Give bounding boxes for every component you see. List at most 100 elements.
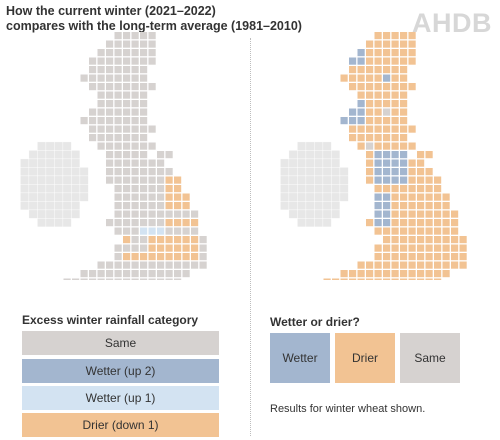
grid-square xyxy=(140,278,148,280)
grid-square xyxy=(191,253,199,261)
ireland-landmass xyxy=(314,141,324,151)
grid-square xyxy=(357,49,365,57)
grid-square xyxy=(400,278,408,280)
grid-square xyxy=(140,32,148,40)
grid-square xyxy=(140,185,148,193)
grid-square xyxy=(400,202,408,210)
grid-square xyxy=(148,168,156,176)
grid-square xyxy=(131,253,139,261)
grid-square xyxy=(123,193,131,201)
grid-square xyxy=(182,236,190,244)
grid-square xyxy=(131,278,139,280)
grid-square xyxy=(391,253,399,261)
grid-square xyxy=(340,74,348,82)
grid-square xyxy=(417,244,425,252)
grid-square xyxy=(391,168,399,176)
grid-square xyxy=(106,100,114,108)
grid-square xyxy=(374,100,382,108)
ireland-landmass xyxy=(45,141,55,151)
grid-square xyxy=(408,176,416,184)
grid-square xyxy=(357,66,365,74)
grid-square xyxy=(97,261,105,269)
grid-square xyxy=(400,100,408,108)
grid-square xyxy=(97,83,105,91)
legend-wetter-up-1: Wetter (up 1) xyxy=(22,386,219,410)
grid-square xyxy=(408,244,416,252)
grid-square xyxy=(131,159,139,167)
grid-square xyxy=(140,91,148,99)
grid-square xyxy=(408,278,416,280)
grid-square xyxy=(114,159,122,167)
grid-square xyxy=(97,100,105,108)
grid-square xyxy=(140,227,148,235)
grid-square xyxy=(165,253,173,261)
grid-square xyxy=(148,219,156,227)
ireland-landmass xyxy=(305,141,315,151)
ireland-landmass xyxy=(54,150,64,160)
grid-square xyxy=(383,278,391,280)
grid-square xyxy=(89,83,97,91)
grid-square xyxy=(131,83,139,91)
grid-square xyxy=(383,193,391,201)
ireland-landmass xyxy=(297,141,307,151)
grid-square xyxy=(140,244,148,252)
grid-square xyxy=(374,176,382,184)
grid-square xyxy=(442,210,450,218)
grid-square xyxy=(417,219,425,227)
grid-square xyxy=(383,219,391,227)
ireland-landmass xyxy=(305,150,315,160)
grid-square xyxy=(366,91,374,99)
grid-square xyxy=(114,142,122,150)
grid-square xyxy=(417,278,425,280)
ireland-landmass xyxy=(280,158,290,168)
grid-square xyxy=(131,210,139,218)
grid-square xyxy=(148,261,156,269)
grid-square xyxy=(114,91,122,99)
title-line-2: compares with the long-term average (198… xyxy=(6,19,302,33)
grid-square xyxy=(123,142,131,150)
grid-square xyxy=(425,219,433,227)
ireland-landmass xyxy=(322,201,332,211)
ireland-landmass xyxy=(37,218,47,228)
grid-square xyxy=(123,117,131,125)
grid-square xyxy=(140,83,148,91)
grid-square xyxy=(97,108,105,116)
grid-square xyxy=(459,244,467,252)
grid-square xyxy=(391,125,399,133)
ireland-landmass xyxy=(45,184,55,194)
grid-square xyxy=(408,253,416,261)
grid-square xyxy=(140,100,148,108)
grid-square xyxy=(114,125,122,133)
grid-square xyxy=(383,270,391,278)
ireland-landmass xyxy=(37,150,47,160)
grid-square xyxy=(417,236,425,244)
ireland-landmass xyxy=(45,209,55,219)
grid-square xyxy=(123,219,131,227)
ireland-landmass xyxy=(322,158,332,168)
grid-square xyxy=(165,210,173,218)
grid-square xyxy=(417,151,425,159)
panel-divider xyxy=(250,38,251,436)
grid-square xyxy=(374,117,382,125)
grid-square xyxy=(408,83,416,91)
grid-square xyxy=(417,202,425,210)
grid-square xyxy=(425,176,433,184)
grid-square xyxy=(165,244,173,252)
grid-square xyxy=(140,176,148,184)
grid-square xyxy=(357,261,365,269)
grid-square xyxy=(148,49,156,57)
grid-square xyxy=(425,261,433,269)
grid-square xyxy=(182,244,190,252)
grid-square xyxy=(114,210,122,218)
grid-square xyxy=(80,278,88,280)
grid-square xyxy=(400,236,408,244)
grid-square xyxy=(148,210,156,218)
grid-square xyxy=(123,185,131,193)
grid-square xyxy=(157,219,165,227)
ireland-landmass xyxy=(20,167,30,177)
swatch-same: Same xyxy=(400,333,460,383)
grid-square xyxy=(400,227,408,235)
grid-square xyxy=(157,253,165,261)
grid-square xyxy=(332,278,340,280)
ireland-landmass xyxy=(54,201,64,211)
